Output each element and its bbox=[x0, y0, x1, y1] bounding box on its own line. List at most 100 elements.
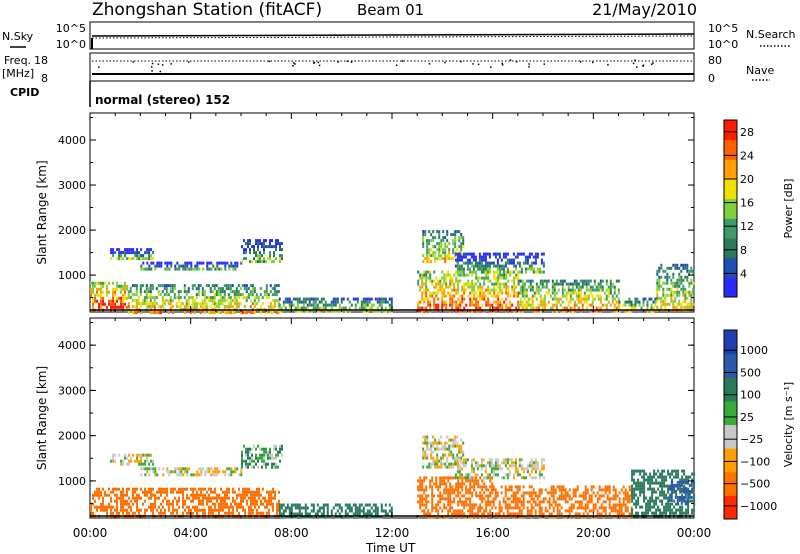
heatmap-cell bbox=[352, 512, 355, 516]
heatmap-cell bbox=[330, 309, 333, 313]
heatmap-cell bbox=[682, 266, 685, 270]
heatmap-cell bbox=[510, 500, 513, 504]
heatmap-cell bbox=[460, 438, 463, 442]
heatmap-cell bbox=[110, 505, 112, 509]
heatmap-cell bbox=[274, 496, 276, 500]
heatmap-cell bbox=[520, 464, 523, 468]
heatmap-cell bbox=[458, 267, 461, 271]
heatmap-cell bbox=[429, 291, 432, 295]
heatmap-cell bbox=[340, 297, 343, 301]
heatmap-cell bbox=[613, 288, 616, 292]
heatmap-cell bbox=[465, 479, 468, 483]
heatmap-cell bbox=[92, 299, 94, 303]
heatmap-cell bbox=[560, 485, 563, 489]
heatmap-cell bbox=[678, 495, 681, 499]
heatmap-cell bbox=[431, 494, 434, 498]
heatmap-cell bbox=[598, 488, 601, 492]
heatmap-cell bbox=[318, 509, 321, 513]
heatmap-cell bbox=[177, 296, 180, 300]
heatmap-cell bbox=[208, 261, 211, 265]
heatmap-cell bbox=[174, 487, 176, 491]
heatmap-cell bbox=[118, 511, 120, 515]
heatmap-cell bbox=[609, 282, 612, 286]
heatmap-cell bbox=[681, 478, 684, 482]
heatmap-cell bbox=[466, 458, 469, 462]
heatmap-cell bbox=[222, 496, 224, 500]
heatmap-cell bbox=[670, 483, 673, 487]
heatmap-cell bbox=[518, 488, 521, 492]
heatmap-cell bbox=[571, 288, 574, 292]
heatmap-cell bbox=[622, 485, 625, 489]
heatmap-cell bbox=[445, 515, 448, 519]
heatmap-cell bbox=[191, 302, 194, 306]
heatmap-cell bbox=[443, 273, 446, 277]
heatmap-cell bbox=[213, 293, 216, 297]
heatmap-cell bbox=[436, 230, 439, 234]
heatmap-cell bbox=[590, 485, 593, 489]
heatmap-cell bbox=[120, 490, 122, 494]
heatmap-cell bbox=[358, 515, 361, 519]
heatmap-cell bbox=[450, 462, 453, 466]
heatmap-cell bbox=[202, 496, 204, 500]
heatmap-cell bbox=[542, 512, 545, 516]
heatmap-cell bbox=[437, 288, 440, 292]
heatmap-cell bbox=[480, 461, 483, 465]
heatmap-cell bbox=[586, 503, 589, 507]
heatmap-cell bbox=[461, 309, 464, 313]
heatmap-cell bbox=[145, 284, 148, 288]
heatmap-cell bbox=[427, 515, 430, 519]
heatmap-cell bbox=[523, 288, 526, 292]
heatmap-cell bbox=[441, 482, 444, 486]
heatmap-cell bbox=[364, 306, 367, 310]
heatmap-cell bbox=[224, 505, 226, 509]
heatmap-cell bbox=[499, 306, 502, 310]
heatmap-cell bbox=[364, 512, 367, 516]
heatmap-cell bbox=[659, 484, 662, 488]
heatmap-cell bbox=[114, 453, 117, 457]
heatmap-cell bbox=[453, 509, 456, 513]
heatmap-cell bbox=[585, 285, 588, 289]
heatmap-cell bbox=[430, 260, 433, 264]
heatmap-cell bbox=[588, 509, 591, 513]
heatmap-cell bbox=[516, 488, 519, 492]
heatmap-cell bbox=[492, 473, 495, 477]
heatmap-cell bbox=[275, 242, 277, 246]
heatmap-cell bbox=[500, 267, 503, 271]
heatmap-cell bbox=[682, 284, 685, 288]
heatmap-cell bbox=[641, 484, 644, 488]
heatmap-cell bbox=[146, 470, 149, 474]
heatmap-cell bbox=[271, 260, 273, 264]
heatmap-cell bbox=[613, 285, 616, 289]
heatmap-cell bbox=[431, 506, 434, 510]
heatmap-cell bbox=[208, 496, 210, 500]
heatmap-cell bbox=[149, 302, 152, 306]
heatmap-cell bbox=[469, 509, 472, 513]
heatmap-cell bbox=[690, 480, 693, 484]
heatmap-cell bbox=[434, 260, 437, 264]
heatmap-cell bbox=[642, 303, 645, 307]
heatmap-cell bbox=[184, 502, 186, 506]
heatmap-cell bbox=[526, 258, 529, 262]
heatmap-cell bbox=[358, 506, 361, 510]
heatmap-cell bbox=[497, 294, 500, 298]
heatmap-cell bbox=[272, 490, 274, 494]
heatmap-cell bbox=[172, 499, 174, 503]
heatmap-cell bbox=[235, 302, 238, 306]
heatmap-cell bbox=[129, 296, 132, 300]
heatmap-cell bbox=[364, 309, 367, 313]
freq-dot bbox=[632, 62, 635, 65]
heatmap-cell bbox=[114, 499, 116, 503]
heatmap-cell bbox=[628, 494, 631, 498]
heatmap-cell bbox=[247, 447, 249, 451]
heatmap-cell bbox=[277, 290, 280, 294]
heatmap-cell bbox=[326, 303, 329, 307]
heatmap-cell bbox=[354, 303, 357, 307]
heatmap-cell bbox=[551, 303, 554, 307]
heatmap-cell bbox=[663, 505, 666, 509]
heatmap-cell bbox=[564, 509, 567, 513]
heatmap-cell bbox=[461, 512, 464, 516]
heatmap-cell bbox=[502, 500, 505, 504]
heatmap-cell bbox=[460, 467, 463, 471]
heatmap-cell bbox=[248, 490, 250, 494]
heatmap-cell bbox=[124, 296, 126, 300]
